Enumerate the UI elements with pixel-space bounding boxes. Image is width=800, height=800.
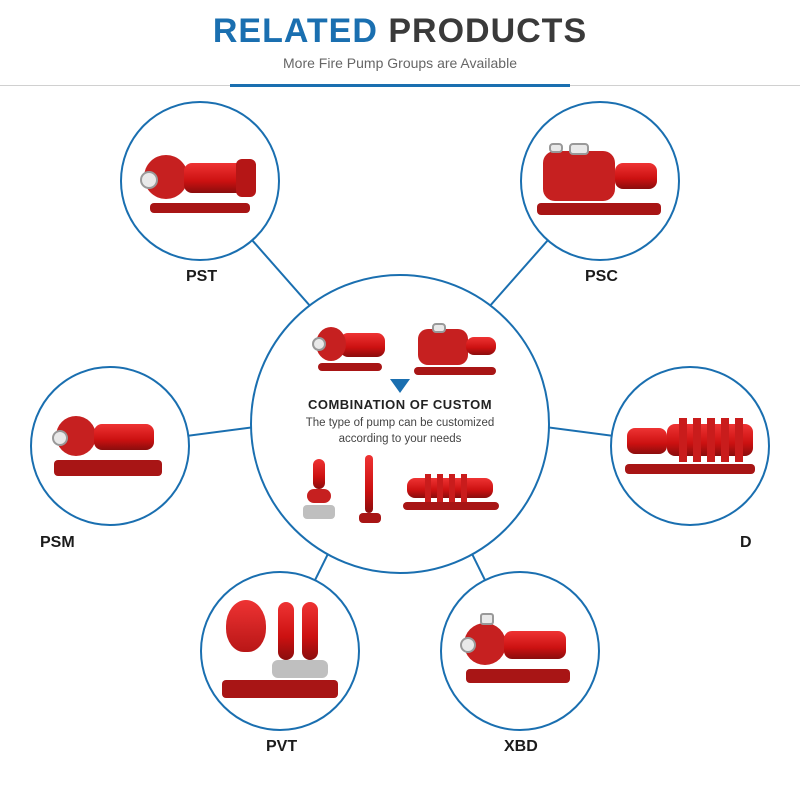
- xbd-pump-icon: [460, 611, 580, 691]
- center-mini-pump-1: [310, 323, 390, 373]
- header: RELATED PRODUCTS More Fire Pump Groups a…: [0, 0, 800, 71]
- node-pst: [120, 101, 280, 261]
- node-psm: [30, 366, 190, 526]
- center-mini-pump-2: [410, 323, 490, 373]
- pst-pump-icon: [140, 141, 260, 221]
- page-subtitle: More Fire Pump Groups are Available: [0, 55, 800, 71]
- pvt-pump-icon: [220, 596, 340, 706]
- psm-pump-icon: [50, 406, 170, 486]
- node-xbd: [440, 571, 600, 731]
- center-circle: COMBINATION OF CUSTOM The type of pump c…: [250, 274, 550, 574]
- center-bot-row: [299, 455, 501, 525]
- psc-pump-icon: [535, 139, 665, 224]
- center-mini-pump-3: [299, 455, 339, 525]
- center-label: COMBINATION OF CUSTOM: [308, 397, 492, 412]
- center-mini-pump-5: [401, 468, 501, 513]
- diagram-stage: COMBINATION OF CUSTOM The type of pump c…: [0, 86, 800, 786]
- node-pvt: [200, 571, 360, 731]
- page-title: RELATED PRODUCTS: [0, 12, 800, 51]
- center-desc: The type of pump can be customized accor…: [300, 416, 500, 447]
- center-top-row: [310, 323, 490, 373]
- center-mini-pump-4: [359, 455, 381, 525]
- node-d: [610, 366, 770, 526]
- arrow-down-icon: [390, 379, 410, 393]
- title-accent: RELATED: [213, 12, 378, 50]
- d-pump-icon: [623, 406, 758, 486]
- node-psc: [520, 101, 680, 261]
- title-rest: PRODUCTS: [378, 12, 587, 50]
